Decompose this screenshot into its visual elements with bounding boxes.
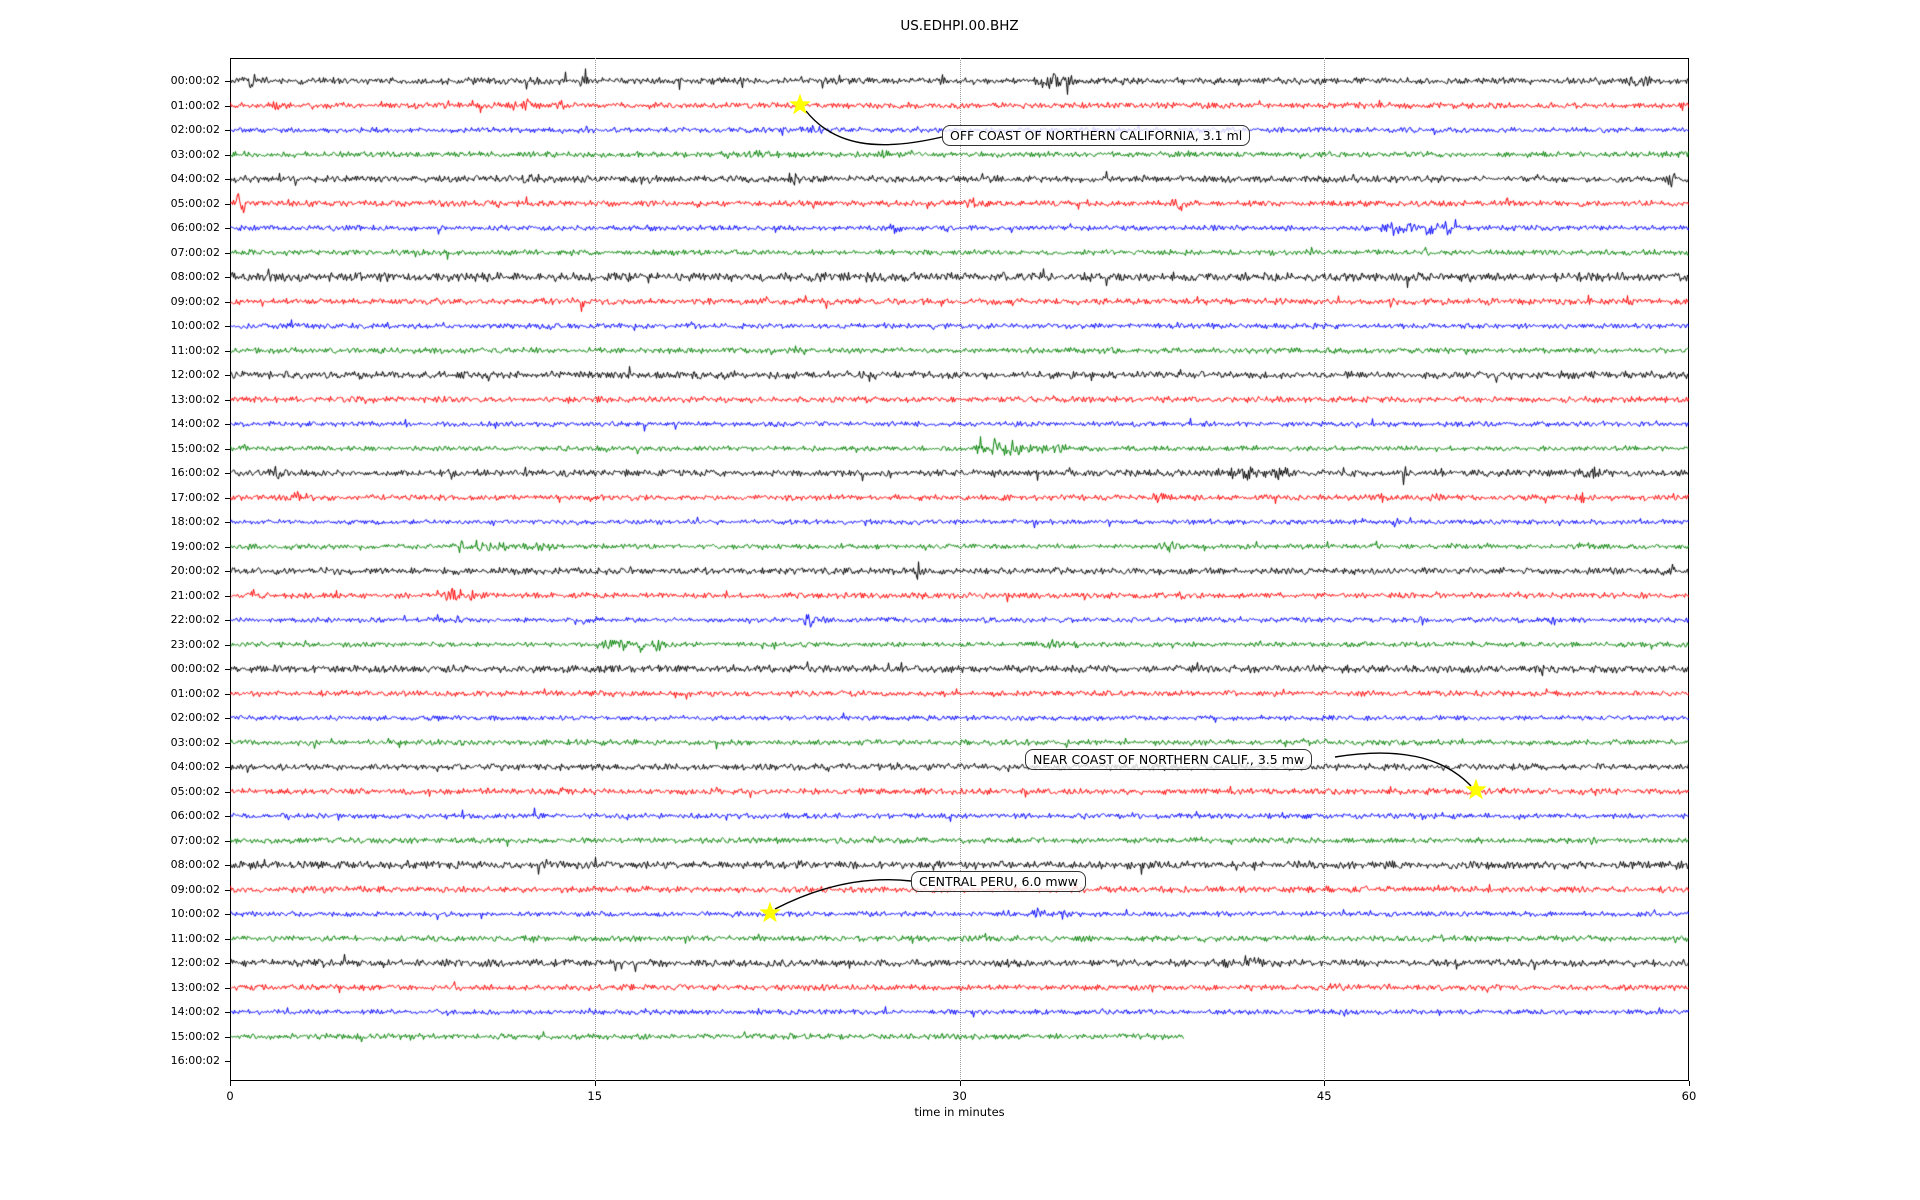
y-tick-mark [225,1061,230,1062]
x-tick-mark [959,1081,961,1086]
y-tick-mark [225,693,230,695]
y-tick-mark [225,81,230,82]
y-tick-mark [225,154,230,156]
event-annotation: OFF COAST OF NORTHERN CALIFORNIA, 3.1 ml [942,125,1251,146]
y-tick-mark [225,595,230,597]
event-annotation: NEAR COAST OF NORTHERN CALIF., 3.5 mw [1025,749,1313,770]
trace-time-label: 22:00:02 [170,613,220,626]
trace-time-label: 06:00:02 [170,221,220,234]
y-tick-mark [225,130,230,131]
x-tick-mark [230,1081,231,1086]
y-tick-mark [225,889,230,891]
y-tick-mark [225,914,230,915]
x-axis-label: time in minutes [914,1105,1005,1119]
y-tick-mark [225,228,230,229]
trace-time-label: 07:00:02 [170,245,220,259]
y-tick-mark [225,105,230,107]
y-tick-mark [225,1036,230,1038]
x-tick-mark [594,1081,596,1086]
trace-time-label: 17:00:02 [170,490,220,504]
trace-time-label: 16:00:02 [170,466,220,479]
trace-time-label: 18:00:02 [170,515,220,528]
y-tick-mark [225,865,230,866]
x-tick-mark [1324,1081,1326,1086]
trace-time-label: 12:00:02 [170,368,220,381]
trace-time-label: 14:00:02 [170,1005,220,1018]
y-tick-mark [225,399,230,401]
x-tick-mark [1689,1081,1690,1086]
y-tick-mark [225,179,230,180]
y-tick-mark [225,350,230,352]
seismogram-canvas [230,58,1689,1081]
x-tick-label: 30 [952,1089,967,1103]
event-annotation: CENTRAL PERU, 6.0 mww [911,871,1086,892]
y-tick-mark [225,522,230,523]
trace-time-label: 15:00:02 [170,441,220,455]
trace-time-label: 00:00:02 [170,74,220,87]
trace-time-label: 10:00:02 [170,319,220,332]
trace-time-label: 05:00:02 [170,784,220,798]
y-tick-mark [225,448,230,450]
trace-time-label: 12:00:02 [170,956,220,969]
trace-time-label: 21:00:02 [170,588,220,602]
y-tick-mark [225,497,230,499]
y-tick-mark [225,840,230,842]
trace-time-label: 10:00:02 [170,907,220,920]
trace-time-label: 13:00:02 [170,392,220,406]
trace-time-label: 09:00:02 [170,882,220,896]
trace-time-label: 07:00:02 [170,833,220,847]
trace-time-label: 04:00:02 [170,172,220,185]
trace-time-label: 19:00:02 [170,539,220,553]
y-tick-mark [225,1012,230,1013]
trace-time-label: 00:00:02 [170,662,220,675]
trace-time-label: 14:00:02 [170,417,220,430]
y-tick-mark [225,424,230,425]
trace-time-label: 08:00:02 [170,270,220,283]
y-tick-mark [225,326,230,327]
trace-time-label: 02:00:02 [170,711,220,724]
x-tick-label: 45 [1316,1089,1332,1103]
y-tick-mark [225,963,230,964]
y-tick-mark [225,277,230,278]
y-tick-mark [225,252,230,254]
chart-title: US.EDHPI.00.BHZ [900,18,1019,34]
y-tick-mark [225,546,230,548]
trace-time-label: 23:00:02 [170,637,220,651]
y-tick-mark [225,620,230,621]
x-tick-label: 60 [1681,1089,1697,1103]
y-tick-mark [225,816,230,817]
trace-time-label: 11:00:02 [170,931,220,945]
trace-time-label: 08:00:02 [170,858,220,871]
trace-time-label: 03:00:02 [170,735,220,749]
trace-time-label: 06:00:02 [170,809,220,822]
y-tick-mark [225,987,230,989]
trace-time-label: 16:00:02 [170,1054,220,1067]
trace-time-label: 11:00:02 [170,343,220,357]
y-tick-mark [225,718,230,719]
trace-time-label: 01:00:02 [170,98,220,112]
trace-time-label: 09:00:02 [170,294,220,308]
y-tick-mark [225,301,230,303]
trace-time-label: 02:00:02 [170,123,220,136]
y-tick-mark [225,473,230,474]
y-tick-mark [225,203,230,205]
trace-time-label: 03:00:02 [170,147,220,161]
x-tick-label: 0 [226,1089,234,1103]
y-tick-mark [225,644,230,646]
trace-time-label: 15:00:02 [170,1029,220,1043]
y-tick-mark [225,669,230,670]
y-tick-mark [225,938,230,940]
y-tick-mark [225,767,230,768]
y-tick-mark [225,742,230,744]
y-tick-mark [225,791,230,793]
x-tick-label: 15 [587,1089,603,1103]
y-tick-mark [225,571,230,572]
trace-time-label: 20:00:02 [170,564,220,577]
trace-time-label: 01:00:02 [170,686,220,700]
trace-time-label: 05:00:02 [170,196,220,210]
trace-time-label: 13:00:02 [170,980,220,994]
trace-time-label: 04:00:02 [170,760,220,773]
y-tick-mark [225,375,230,376]
